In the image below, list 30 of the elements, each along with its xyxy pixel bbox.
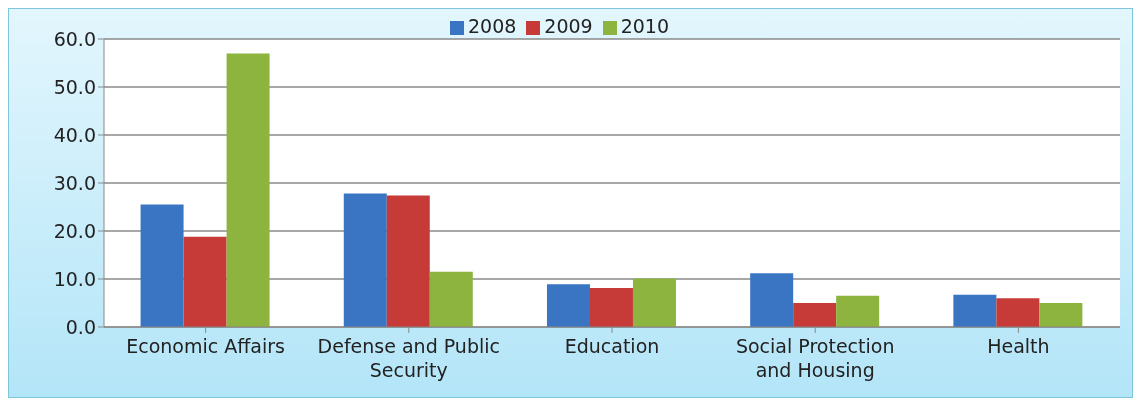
bar [632, 278, 676, 327]
x-tick-label: Health [987, 335, 1050, 357]
x-tick-label: Social Protection and Housing [735, 335, 895, 381]
bar [546, 284, 590, 327]
bar [343, 193, 387, 327]
x-tick-label: Economic Affairs [126, 335, 285, 357]
bar [140, 204, 184, 327]
legend-label: 2010 [620, 15, 670, 37]
bar [429, 271, 473, 327]
bar [750, 273, 794, 327]
bar [226, 53, 270, 327]
legend-label: 2008 [467, 15, 517, 37]
legend-label: 2009 [544, 15, 593, 37]
bar [953, 294, 997, 327]
bar [589, 288, 633, 327]
y-tick-label: 20.0 [53, 219, 96, 242]
y-tick-label: 40.0 [53, 123, 96, 146]
x-tick-label: Education [564, 335, 660, 357]
bar [183, 236, 227, 327]
bar [793, 303, 837, 327]
y-tick-label: 0.0 [65, 315, 96, 338]
y-tick-label: 10.0 [53, 267, 96, 290]
y-tick-label: 60.0 [53, 27, 96, 50]
bar [1039, 303, 1083, 327]
bar [836, 295, 880, 327]
x-tick-label: Defense and Public Security [317, 335, 500, 381]
bar [996, 298, 1040, 327]
y-tick-label: 50.0 [53, 75, 96, 98]
y-tick-label: 30.0 [53, 171, 96, 194]
bar [386, 195, 430, 327]
